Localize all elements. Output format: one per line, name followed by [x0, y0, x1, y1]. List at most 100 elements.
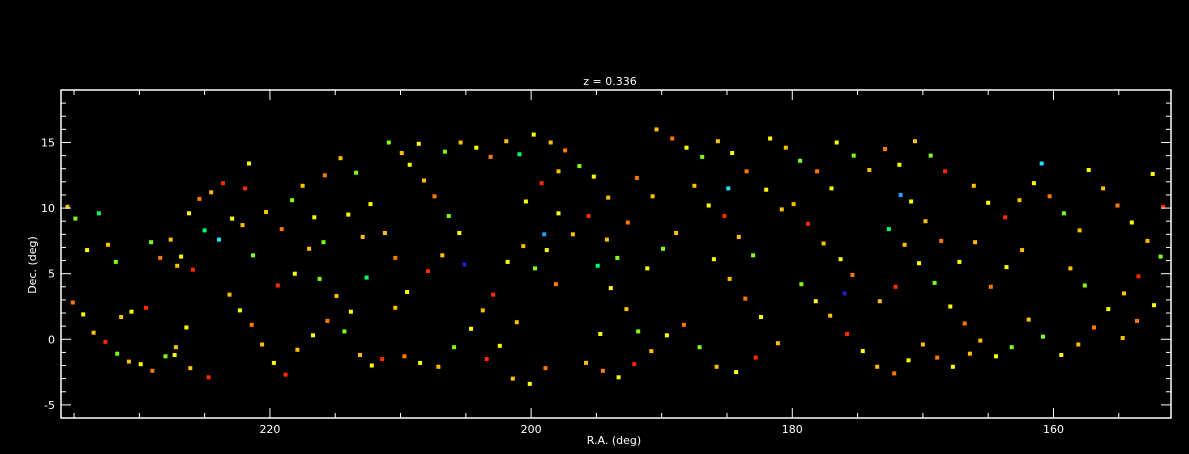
data-point [730, 151, 735, 155]
data-point [850, 273, 855, 277]
data-point [928, 153, 933, 158]
data-point [751, 253, 756, 258]
data-point [393, 255, 398, 260]
data-point [497, 343, 502, 348]
data-point [726, 186, 731, 191]
data-point [240, 223, 245, 228]
data-point [1009, 345, 1014, 350]
data-point [1047, 194, 1052, 199]
data-point [1076, 342, 1081, 347]
data-point [1136, 274, 1141, 279]
data-point [645, 266, 650, 271]
data-point [595, 263, 600, 268]
data-point [382, 231, 387, 235]
data-point [1031, 181, 1036, 186]
data-point [1061, 211, 1066, 216]
data-point [1145, 238, 1150, 243]
data-point [838, 257, 843, 262]
data-point [399, 151, 404, 155]
data-point [533, 266, 537, 271]
data-point [184, 325, 189, 330]
data-point [91, 330, 96, 335]
data-point [70, 300, 75, 305]
data-point [1161, 204, 1166, 209]
data-point [521, 244, 526, 249]
data-point [764, 187, 769, 192]
data-point [586, 214, 591, 218]
data-point [190, 267, 195, 272]
data-point [902, 242, 907, 247]
x-tick-label: 220 [259, 423, 280, 436]
data-point [138, 362, 143, 367]
data-point [358, 353, 362, 357]
data-point [1158, 254, 1163, 259]
data-point [700, 154, 705, 159]
x-tick-label: 180 [782, 423, 803, 436]
data-point [469, 326, 473, 331]
data-point [681, 322, 686, 327]
data-point [634, 175, 639, 180]
data-point [670, 136, 675, 141]
data-point [1129, 220, 1134, 225]
data-point [129, 309, 134, 314]
data-point [422, 178, 426, 183]
data-point [440, 253, 445, 258]
data-point [407, 162, 412, 167]
y-tick-label: 0 [48, 333, 55, 346]
data-point [158, 255, 163, 260]
data-point [604, 237, 609, 242]
data-point [247, 161, 251, 166]
data-point [462, 262, 467, 267]
data-point [834, 140, 839, 145]
data-point [488, 154, 493, 159]
data-point [523, 199, 528, 204]
data-point [342, 329, 347, 334]
data-point [179, 254, 184, 259]
data-point [202, 228, 207, 233]
data-point [197, 196, 202, 201]
data-point [556, 211, 561, 216]
data-point [906, 358, 911, 363]
data-point [727, 276, 732, 281]
data-point [126, 359, 131, 364]
data-point [243, 186, 248, 191]
data-point [484, 357, 489, 361]
data-point [206, 375, 211, 380]
data-point [570, 232, 575, 237]
data-point [543, 366, 548, 371]
data-point [163, 354, 168, 359]
data-point [636, 329, 641, 334]
data-point [369, 363, 374, 368]
data-point [119, 315, 124, 319]
data-point [553, 282, 558, 287]
data-point [542, 232, 547, 237]
data-point [172, 353, 177, 357]
data-point [1152, 303, 1156, 308]
data-point [935, 355, 940, 360]
data-point [113, 259, 118, 264]
data-point [360, 234, 365, 239]
data-point [828, 313, 833, 318]
data-point [504, 139, 509, 144]
data-point [674, 231, 679, 235]
data-point [1120, 336, 1125, 340]
data-point [625, 220, 630, 225]
data-point [311, 333, 315, 338]
data-point [1039, 161, 1044, 166]
data-point [1082, 283, 1087, 288]
data-point [279, 227, 284, 232]
data-point [1150, 172, 1155, 176]
data-point [317, 276, 322, 281]
data-point [632, 362, 637, 367]
data-point [798, 158, 803, 163]
data-point [230, 216, 235, 221]
data-point [103, 339, 108, 344]
data-point [779, 207, 784, 212]
data-point [661, 246, 665, 251]
data-point [783, 145, 788, 150]
data-point [1086, 168, 1091, 172]
y-axis-label: Dec. (deg) [26, 236, 39, 294]
data-point [1092, 325, 1096, 330]
data-point [909, 199, 914, 204]
data-point [1077, 228, 1082, 233]
